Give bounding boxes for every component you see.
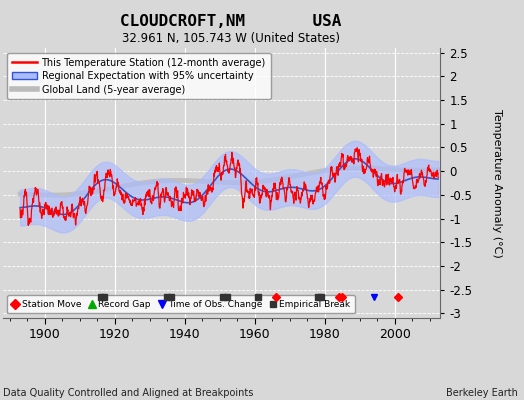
Legend: This Temperature Station (12-month average), Regional Expectation with 95% uncer: This Temperature Station (12-month avera…: [7, 53, 270, 99]
Text: Berkeley Earth: Berkeley Earth: [446, 388, 518, 398]
Text: 32.961 N, 105.743 W (United States): 32.961 N, 105.743 W (United States): [122, 32, 340, 45]
Text: Data Quality Controlled and Aligned at Breakpoints: Data Quality Controlled and Aligned at B…: [3, 388, 253, 398]
Y-axis label: Temperature Anomaly (°C): Temperature Anomaly (°C): [492, 109, 501, 257]
Text: CLOUDCROFT,NM       USA: CLOUDCROFT,NM USA: [120, 14, 341, 29]
